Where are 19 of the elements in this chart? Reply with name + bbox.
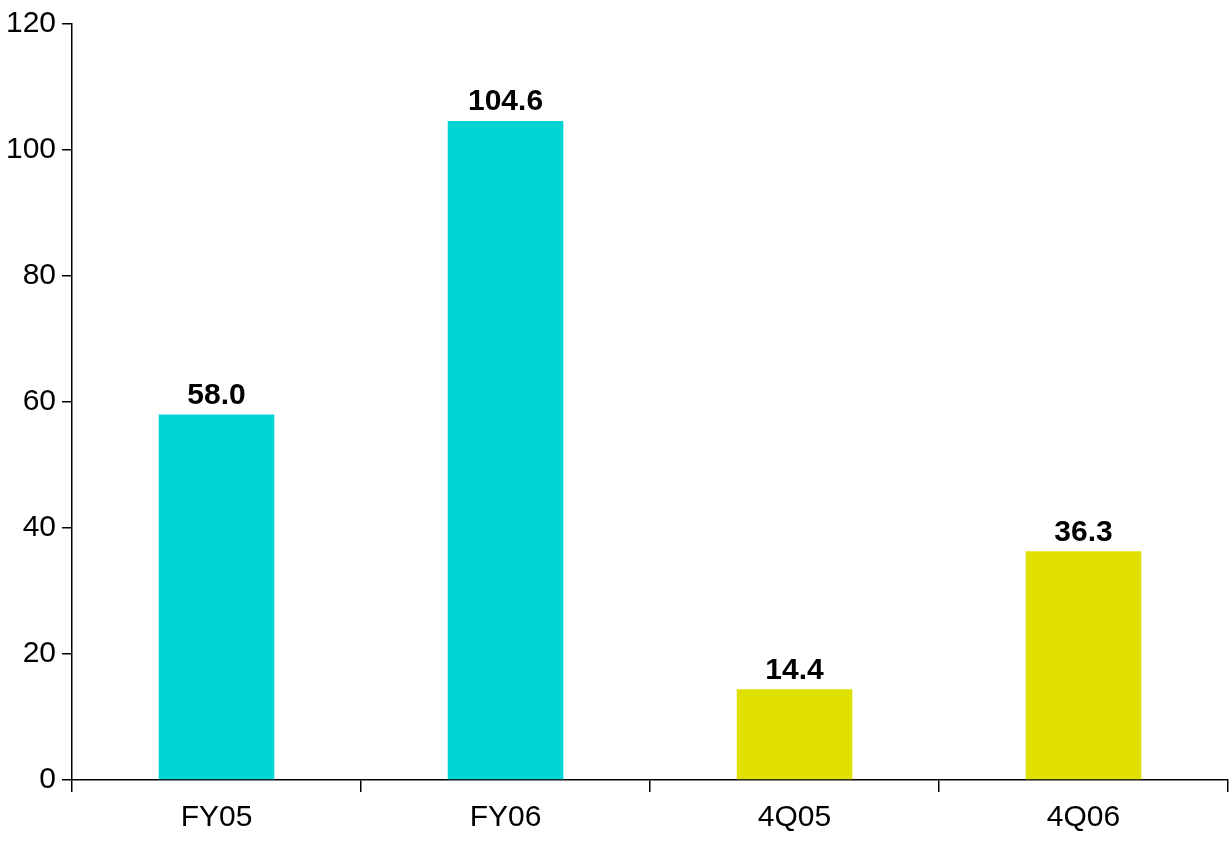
x-tick-label: FY05 bbox=[180, 799, 253, 833]
data-label: 58.0 bbox=[187, 376, 246, 410]
data-label: 36.3 bbox=[1054, 513, 1113, 547]
bar bbox=[736, 689, 853, 780]
y-tick-label: 80 bbox=[22, 257, 57, 291]
y-tick-label: 100 bbox=[5, 131, 57, 165]
x-tick-label: FY06 bbox=[469, 799, 542, 833]
y-tick-label: 60 bbox=[22, 383, 57, 417]
y-tick-label: 20 bbox=[22, 635, 57, 669]
bar bbox=[447, 121, 564, 780]
x-tick-label: 4Q06 bbox=[1046, 799, 1121, 833]
y-tick-label: 120 bbox=[5, 5, 57, 39]
data-label: 14.4 bbox=[765, 651, 825, 685]
bar bbox=[158, 414, 275, 780]
data-label: 104.6 bbox=[467, 83, 544, 117]
bar bbox=[1025, 551, 1142, 780]
y-tick-label: 40 bbox=[22, 509, 57, 543]
y-tick-label: 0 bbox=[39, 761, 57, 795]
x-tick-label: 4Q05 bbox=[757, 799, 832, 833]
